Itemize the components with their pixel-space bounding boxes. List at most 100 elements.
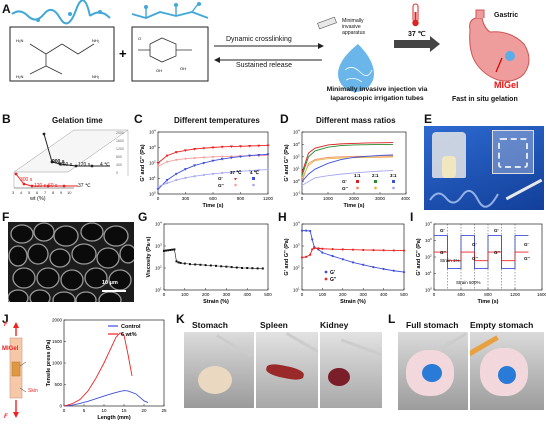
migel-label: MIGel — [494, 80, 519, 90]
series-gp-point — [392, 269, 395, 272]
series-2-point — [239, 155, 242, 159]
panel-letter-h: H — [278, 210, 287, 224]
series-gp-point — [311, 238, 314, 241]
series-gpp-point — [317, 247, 320, 250]
l-caption-full: Full stomach — [406, 320, 459, 330]
series-gp-line — [302, 230, 405, 273]
l-full-stomach-photo — [398, 332, 468, 410]
series-3-point — [193, 175, 196, 178]
x-tick-label: 0 — [157, 196, 160, 201]
l-caption-empty: Empty stomach — [470, 320, 534, 330]
legend-c3: 3:1 — [390, 173, 397, 178]
y-tick-label: 100 — [293, 178, 300, 184]
svg-text:OH: OH — [156, 68, 162, 73]
y-axis-label: G' and G'' (Pa) — [416, 238, 422, 275]
x-tick-label: 200 — [339, 292, 347, 297]
y-tick-label: 103 — [293, 243, 300, 249]
series-2-point — [174, 172, 178, 176]
y-tick-label: 0 — [59, 404, 62, 409]
y-tick-label: 103 — [425, 237, 432, 243]
series-0-point — [184, 149, 187, 152]
legend-c1: 1:1 — [354, 173, 361, 178]
b-annot-4c: 4 ℃ — [100, 162, 110, 168]
series-1-point — [202, 156, 205, 159]
panel-b-chart: 2000 1600 1200 800 400 0 3 4 5 6 7 8 9 10 — [12, 129, 129, 195]
series-0-point — [165, 154, 169, 158]
series-gpp-line — [434, 251, 529, 262]
series-2-point — [156, 188, 160, 191]
legend-6wt: 6 wt% — [121, 332, 137, 338]
b-annot-300: 300 s — [20, 177, 33, 183]
k-spleen-photo — [256, 332, 318, 408]
arrow-bottom-label: Sustained release — [236, 62, 293, 69]
series-3-point — [184, 176, 187, 179]
x-tick-label: 0 — [433, 292, 436, 297]
k-caption-spleen: Spleen — [260, 320, 288, 330]
series-1-point — [211, 155, 215, 158]
panel-c-title: Different temperatures — [174, 116, 260, 125]
series-gp-point — [341, 258, 344, 261]
legend-row-gp: G' — [342, 179, 347, 184]
panel-g-chart: 101 102 103 104 0 100 200 300 400 500 Strain (%) Vi… — [146, 221, 272, 306]
series-0-point — [239, 145, 242, 148]
k-caption-kidney: Kidney — [320, 320, 349, 330]
gastric-label: Gastric — [494, 12, 519, 19]
legend-marker — [324, 270, 328, 274]
series-gp-line — [434, 235, 529, 269]
x-tick-label: 900 — [237, 196, 245, 201]
series-0-point — [229, 145, 233, 149]
x-tick-label: 800 — [484, 292, 492, 297]
y-axis-label: G' and G'' (Pa) — [284, 144, 290, 181]
needle-icon — [505, 178, 543, 201]
series-gpp-point — [362, 248, 365, 252]
series-gp-point — [300, 229, 304, 232]
series-2-point — [257, 153, 261, 157]
series-control-line — [63, 390, 149, 407]
y-tick-label: 101 — [293, 287, 300, 293]
x-axis-label: Time (s) — [203, 203, 224, 209]
legend-marker — [252, 177, 255, 180]
scale-label: 10 μm — [102, 280, 118, 286]
y-tick-label: 104 — [293, 221, 300, 227]
gp-label: G' — [524, 242, 529, 247]
series-gp-point — [351, 261, 355, 264]
panel-letter-a: A — [2, 2, 11, 16]
y-tick-label: 10-1 — [293, 191, 301, 197]
series-0-point — [193, 148, 197, 151]
y-tick-label: 1000 — [52, 361, 63, 366]
legend-row-gpp: G'' — [342, 186, 348, 191]
series-3-point — [175, 178, 178, 182]
needle-icon — [439, 332, 467, 351]
svg-text:NH₂: NH₂ — [92, 74, 100, 79]
legend-marker — [234, 183, 237, 187]
panel-e-photo — [424, 126, 544, 210]
panel-d-title: Different mass ratios — [316, 116, 396, 125]
series-3-point — [202, 173, 205, 177]
gel-sample — [442, 156, 456, 178]
x-tick-label: 300 — [359, 292, 367, 297]
scale-bar — [102, 290, 126, 292]
series-3-point — [266, 168, 270, 171]
series-gpp-point — [331, 248, 334, 251]
x-tick-label: 10 — [101, 408, 107, 413]
x-tick-label: 0 — [63, 408, 66, 413]
series-2-point — [193, 164, 197, 168]
series-2-point — [165, 179, 169, 182]
legend-row-gp: G' — [218, 176, 223, 181]
viscosity-line — [163, 249, 263, 269]
legend-col-4: 4 ℃ — [250, 169, 260, 175]
series-gpp-point — [311, 248, 314, 251]
x-tick-label: 500 — [400, 292, 408, 297]
spleen-organ — [265, 362, 305, 382]
needle-icon — [215, 334, 253, 357]
series-3-point — [230, 170, 233, 174]
panel-h-chart: 101 102 103 104 0 100 200 300 400 500 Strain (%) G'… — [284, 221, 408, 306]
y-tick-label: 101 — [149, 175, 156, 181]
k-caption-stomach: Stomach — [192, 320, 228, 330]
series-0-line — [301, 142, 394, 174]
y-axis-label: G' and G'' (Pa) — [140, 144, 146, 181]
series-0-point — [248, 144, 252, 148]
y-tick-label: 104 — [293, 129, 300, 135]
legend-marker — [324, 277, 328, 281]
svg-text:NH₂: NH₂ — [92, 38, 100, 43]
